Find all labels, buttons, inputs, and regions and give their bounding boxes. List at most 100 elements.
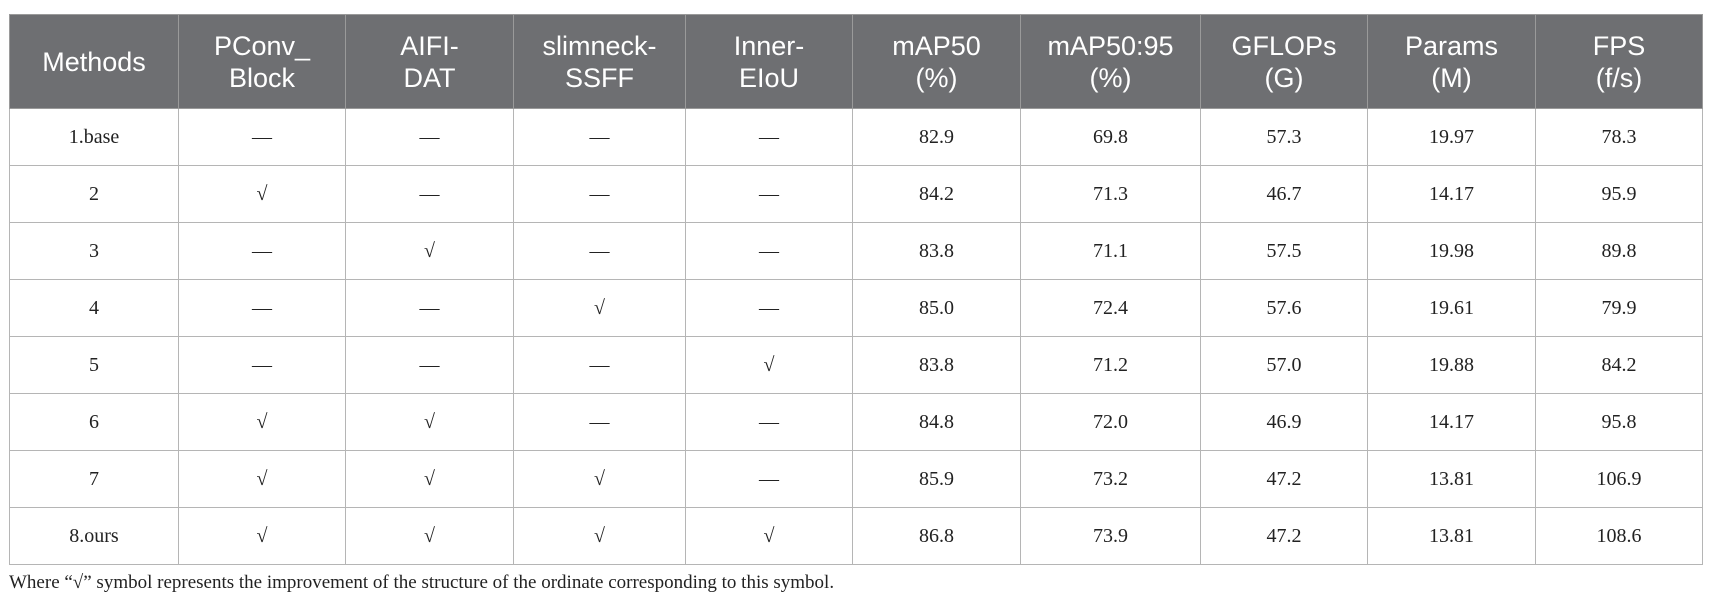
- table-cell: —: [513, 165, 686, 223]
- table-cell: 46.9: [1200, 393, 1368, 451]
- table-cell: 84.2: [1535, 336, 1703, 394]
- header-line: DAT: [403, 62, 456, 93]
- header-line: mAP50:95: [1047, 30, 1174, 61]
- table-cell: 46.7: [1200, 165, 1368, 223]
- header-line: Params: [1404, 30, 1499, 61]
- table-cell: 73.2: [1020, 450, 1201, 508]
- table-cell: √: [178, 165, 346, 223]
- table-cell: √: [513, 279, 686, 337]
- table-cell: √: [513, 507, 686, 565]
- table-cell: √: [345, 393, 514, 451]
- table-cell: —: [178, 222, 346, 280]
- table-cell: 19.88: [1367, 336, 1536, 394]
- table-cell: 106.9: [1535, 450, 1703, 508]
- table-cell: 72.4: [1020, 279, 1201, 337]
- table-cell: 2: [9, 165, 179, 223]
- table-cell: 57.3: [1200, 108, 1368, 166]
- table-cell: 5: [9, 336, 179, 394]
- table-cell: 57.5: [1200, 222, 1368, 280]
- table-cell: 13.81: [1367, 507, 1536, 565]
- column-header: slimneck- SSFF: [513, 14, 686, 109]
- table-cell: 57.6: [1200, 279, 1368, 337]
- table-cell: 19.61: [1367, 279, 1536, 337]
- table-row: 1.base — — — —82.9 69.8 57.3 19.97 78.3: [9, 108, 1703, 166]
- table-cell: 71.1: [1020, 222, 1201, 280]
- table-cell: 72.0: [1020, 393, 1201, 451]
- table-cell: √: [345, 507, 514, 565]
- header-line: FPS: [1592, 30, 1646, 61]
- footnote: Where “√” symbol represents the improvem…: [9, 572, 835, 593]
- table-cell: —: [685, 165, 853, 223]
- table-cell: —: [685, 450, 853, 508]
- header-line: (G): [1264, 62, 1304, 93]
- column-header: PConv_ Block: [178, 14, 346, 109]
- column-header: Params (M): [1367, 14, 1536, 109]
- table-cell: √: [513, 450, 686, 508]
- table-cell: 95.8: [1535, 393, 1703, 451]
- header-line: AIFI-: [400, 30, 459, 61]
- column-header: GFLOPs (G): [1200, 14, 1368, 109]
- header-line: Methods: [42, 46, 146, 77]
- table-cell: √: [345, 450, 514, 508]
- table-cell: 14.17: [1367, 393, 1536, 451]
- table-cell: 85.0: [852, 279, 1021, 337]
- table-cell: 84.8: [852, 393, 1021, 451]
- table-cell: 69.8: [1020, 108, 1201, 166]
- table-cell: 89.8: [1535, 222, 1703, 280]
- table-row: 4— — √ —85.0 72.4 57.6 19.61 79.9: [9, 279, 1703, 337]
- table-cell: √: [685, 507, 853, 565]
- table-body: 1.base — — — —82.9 69.8 57.3 19.97 78.3 2 √ — — —84.2…: [9, 108, 1703, 565]
- table-row: 5— — — √ 83.8 71.2 57.0 19.88 84.2: [9, 336, 1703, 394]
- table-cell: 95.9: [1535, 165, 1703, 223]
- table-cell: √: [178, 393, 346, 451]
- table-cell: —: [178, 108, 346, 166]
- table-cell: —: [513, 336, 686, 394]
- column-header: FPS (f/s): [1535, 14, 1703, 109]
- table-cell: √: [178, 507, 346, 565]
- table-cell: 3: [9, 222, 179, 280]
- header-line: Inner-: [733, 30, 805, 61]
- table-cell: 14.17: [1367, 165, 1536, 223]
- table-cell: —: [178, 336, 346, 394]
- table-cell: 7: [9, 450, 179, 508]
- table-cell: 6: [9, 393, 179, 451]
- table-cell: 84.2: [852, 165, 1021, 223]
- table-wrap: Methods PConv_ Block AIFI- DAT slimneck- SSFF I…: [9, 14, 1703, 565]
- column-header: Inner- EIoU: [685, 14, 853, 109]
- table-cell: 108.6: [1535, 507, 1703, 565]
- results-table: Methods PConv_ Block AIFI- DAT slimneck- SSFF I…: [9, 14, 1703, 565]
- table-cell: 71.3: [1020, 165, 1201, 223]
- table-cell: 57.0: [1200, 336, 1368, 394]
- column-header: mAP50:95 (%): [1020, 14, 1201, 109]
- table-cell: —: [513, 108, 686, 166]
- table-cell: √: [685, 336, 853, 394]
- table-cell: 82.9: [852, 108, 1021, 166]
- table-cell: 4: [9, 279, 179, 337]
- header-row: Methods PConv_ Block AIFI- DAT slimneck- SSFF I…: [9, 14, 1703, 109]
- table-cell: 79.9: [1535, 279, 1703, 337]
- table-row: 3— √ — —83.8 71.1 57.5 19.98 89.8: [9, 222, 1703, 280]
- header-line: PConv_: [213, 30, 311, 61]
- table-cell: 19.98: [1367, 222, 1536, 280]
- table-cell: —: [345, 165, 514, 223]
- header-line: (M): [1431, 62, 1472, 93]
- table-cell: 73.9: [1020, 507, 1201, 565]
- table-cell: 47.2: [1200, 450, 1368, 508]
- column-header: Methods: [9, 14, 179, 109]
- table-cell: 83.8: [852, 222, 1021, 280]
- table-row: 7 √ √ √ —85.9 73.2 47.2 13.81 106.9: [9, 450, 1703, 508]
- table-cell: —: [178, 279, 346, 337]
- header-line: slimneck-: [542, 30, 657, 61]
- table-cell: 83.8: [852, 336, 1021, 394]
- table-row: 6 √ √ — —84.8 72.0 46.9 14.17 95.8: [9, 393, 1703, 451]
- table-row: 2 √ — — —84.2 71.3 46.7 14.17 95.9: [9, 165, 1703, 223]
- header-line: Block: [228, 62, 296, 93]
- table-cell: —: [685, 279, 853, 337]
- column-header: AIFI- DAT: [345, 14, 514, 109]
- table-cell: —: [345, 279, 514, 337]
- header-line: SSFF: [564, 62, 634, 93]
- table-cell: —: [345, 336, 514, 394]
- table-cell: 13.81: [1367, 450, 1536, 508]
- table-cell: —: [513, 393, 686, 451]
